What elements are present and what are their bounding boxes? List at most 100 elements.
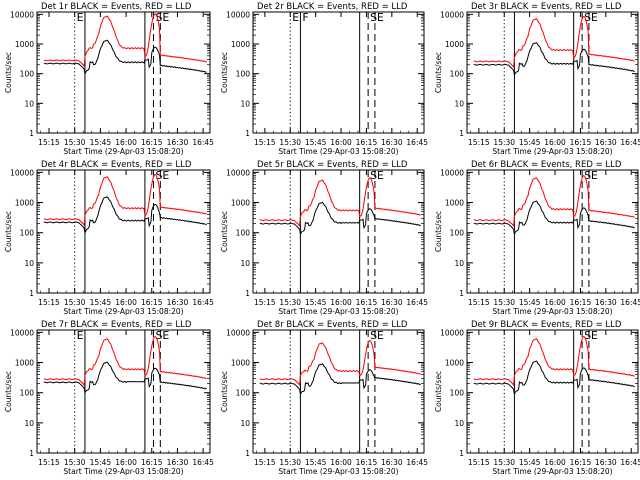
marker-label: E [292, 11, 299, 24]
x-axis-label: Start Time (29-Apr-03 15:08:20) [63, 307, 183, 316]
series-lld-line [473, 335, 635, 387]
x-tick-label: 15:30 [64, 138, 86, 147]
series-events-line [43, 361, 207, 395]
marker-label: E [77, 329, 84, 342]
x-tick-label: 16:30 [381, 138, 403, 147]
x-tick-label: 15:15 [38, 138, 60, 147]
y-tick-label: 1000 [231, 359, 250, 368]
x-tick-label: 15:30 [493, 138, 515, 147]
panel-title: Det 4r BLACK = Events, RED = LLD [41, 160, 192, 170]
series-events-line [43, 39, 207, 76]
series-lld-line [473, 174, 635, 227]
marker-label: S [584, 169, 591, 182]
marker-label: S [584, 329, 591, 342]
marker-label: E [162, 329, 169, 342]
marker-label: S [155, 329, 162, 342]
x-tick-label: 16:30 [167, 298, 189, 307]
x-tick-label: 15:45 [90, 458, 112, 467]
plot-frame [466, 11, 639, 134]
y-tick-label: 100 [20, 70, 35, 79]
x-tick-label: 16:15 [570, 458, 592, 467]
x-tick-label: 16:00 [544, 138, 566, 147]
panel-det-8: Det 8r BLACK = Events, RED = LLD 1 10 100 10… [220, 320, 428, 476]
panel-title: Det 2r BLACK = Events, RED = LLD [257, 2, 408, 12]
x-tick-label: 16:30 [381, 458, 403, 467]
y-tick-label: 100 [450, 389, 465, 398]
y-tick-label: 10000 [10, 168, 34, 177]
x-tick-label: 16:45 [406, 298, 428, 307]
panel-det-2: Det 2r BLACK = Events, RED = LLD 1 10 100 10… [220, 2, 428, 156]
y-tick-label: 10 [454, 259, 464, 268]
panel-title: Det 6r BLACK = Events, RED = LLD [471, 160, 622, 170]
x-tick-label: 16:15 [356, 298, 378, 307]
y-tick-label: 10 [454, 99, 464, 108]
y-tick-label: 10 [24, 99, 34, 108]
y-tick-label: 1000 [15, 40, 34, 49]
x-tick-label: 16:00 [115, 458, 137, 467]
y-axis-label: Counts/sec [4, 52, 13, 93]
y-tick-label: 1 [245, 129, 250, 138]
x-tick-label: 16:00 [330, 458, 352, 467]
y-tick-label: 10000 [226, 10, 250, 19]
x-tick-label: 16:15 [356, 458, 378, 467]
x-tick-label: 16:30 [595, 458, 617, 467]
series-events-line [43, 196, 207, 235]
marker-label: S [584, 11, 591, 24]
x-tick-label: 16:00 [330, 138, 352, 147]
x-tick-label: 16:00 [115, 298, 137, 307]
panel-det-6: Det 6r BLACK = Events, RED = LLD 1 10 100 10… [434, 160, 640, 316]
panel-title: Det 8r BLACK = Events, RED = LLD [257, 320, 408, 330]
panel-title: Det 1r BLACK = Events, RED = LLD [41, 2, 192, 12]
marker-label: E [377, 11, 384, 24]
x-tick-label: 16:45 [192, 138, 214, 147]
y-tick-label: 10 [240, 259, 250, 268]
x-tick-label: 16:45 [406, 138, 428, 147]
panel-det-9: Det 9r BLACK = Events, RED = LLD 1 10 100 10… [434, 320, 640, 476]
x-tick-label: 15:15 [468, 138, 490, 147]
y-axis-label: Counts/sec [4, 211, 13, 252]
plot-frame [36, 169, 211, 294]
x-tick-label: 15:15 [38, 298, 60, 307]
x-tick-label: 15:45 [519, 298, 541, 307]
marker-label: E [591, 329, 598, 342]
x-tick-label: 15:45 [519, 138, 541, 147]
y-tick-label: 10000 [10, 328, 34, 337]
series-events-line [473, 200, 635, 236]
y-tick-label: 10 [240, 99, 250, 108]
y-tick-label: 10000 [226, 168, 250, 177]
series-lld-line [259, 339, 421, 387]
x-axis-label: Start Time (29-Apr-03 15:08:20) [278, 467, 398, 476]
panel-det-1: Det 1r BLACK = Events, RED = LLD 1 10 100 10… [4, 2, 214, 156]
x-axis-label: Start Time (29-Apr-03 15:08:20) [278, 147, 398, 156]
y-tick-label: 1 [29, 289, 34, 298]
y-axis-label: Counts/sec [220, 211, 229, 252]
x-tick-label: 16:30 [167, 458, 189, 467]
x-tick-label: 16:15 [570, 298, 592, 307]
y-tick-label: 100 [20, 389, 35, 398]
x-tick-label: 16:30 [381, 298, 403, 307]
y-tick-label: 10 [24, 419, 34, 428]
marker-label: E [162, 169, 169, 182]
y-tick-label: 1000 [231, 199, 250, 208]
y-tick-label: 100 [236, 389, 251, 398]
y-tick-label: 10000 [440, 10, 464, 19]
panel-det-5: Det 5r BLACK = Events, RED = LLD 1 10 100 10… [220, 160, 428, 316]
x-axis-label: Start Time (29-Apr-03 15:08:20) [63, 467, 183, 476]
x-tick-label: 16:15 [141, 138, 163, 147]
panel-title: Det 9r BLACK = Events, RED = LLD [471, 320, 622, 330]
series-events-line [473, 42, 635, 77]
x-tick-label: 16:15 [570, 138, 592, 147]
series-lld-line [43, 335, 207, 387]
y-tick-label: 1 [29, 129, 34, 138]
y-tick-label: 10000 [226, 328, 250, 337]
y-tick-label: 100 [236, 229, 251, 238]
y-tick-label: 10000 [10, 10, 34, 19]
y-axis-label: Counts/sec [434, 52, 443, 93]
panel-title: Det 5r BLACK = Events, RED = LLD [257, 160, 408, 170]
x-tick-label: 16:00 [115, 138, 137, 147]
x-tick-label: 15:45 [305, 298, 327, 307]
marker-label: E [377, 169, 384, 182]
plot-frame [252, 11, 425, 134]
panel-det-3: Det 3r BLACK = Events, RED = LLD 1 10 100 10… [434, 2, 640, 156]
